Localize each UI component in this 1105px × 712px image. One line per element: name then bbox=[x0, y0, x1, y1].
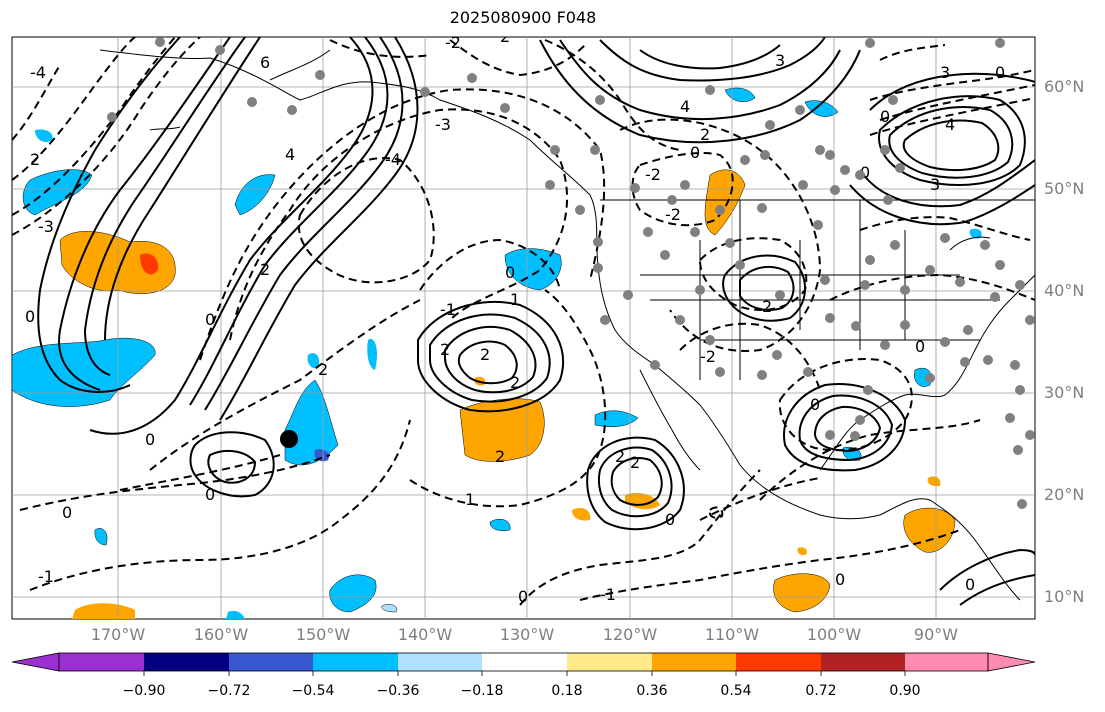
contour-label: 0 bbox=[995, 63, 1005, 82]
graticule bbox=[12, 37, 1035, 619]
contour-label: 4 bbox=[680, 97, 690, 116]
contour-label: 0 bbox=[518, 587, 528, 606]
storm-center-marker bbox=[280, 430, 298, 448]
colorbar bbox=[11, 652, 1036, 676]
map-frame bbox=[11, 36, 1036, 620]
lon-label: 140°W bbox=[397, 625, 453, 644]
contour-label: 1 bbox=[510, 290, 520, 309]
shading-layer bbox=[12, 87, 982, 619]
lon-label: 120°W bbox=[602, 625, 658, 644]
lon-label: 90°W bbox=[913, 625, 959, 644]
contour-label: 2 bbox=[510, 373, 520, 392]
contour-label: 2 bbox=[480, 345, 490, 364]
contour-label: 6 bbox=[260, 53, 270, 72]
lat-label: 50°N bbox=[1044, 179, 1085, 198]
contour-label: -2 bbox=[665, 205, 681, 224]
contour-label: -3 bbox=[435, 115, 451, 134]
lat-label: 10°N bbox=[1044, 587, 1085, 606]
contour-label: 0 bbox=[25, 307, 35, 326]
contour-label: 0 bbox=[205, 485, 215, 504]
contour-label: 0 bbox=[62, 503, 72, 522]
lon-label: 130°W bbox=[499, 625, 555, 644]
contour-label: 3 bbox=[930, 175, 940, 194]
contour-label: 1 bbox=[465, 490, 475, 509]
contour-label: 0 bbox=[145, 430, 155, 449]
colorbar-tick-label: 0.90 bbox=[889, 683, 921, 699]
colorbar-tick-label: 0.36 bbox=[636, 683, 668, 699]
contour-label: -2 bbox=[445, 33, 461, 52]
contour-label: 0 bbox=[880, 107, 890, 126]
contour-label: -1 bbox=[440, 300, 456, 319]
lon-label: 100°W bbox=[806, 625, 862, 644]
contour-label: 2 bbox=[615, 447, 625, 466]
contour-label: 2 bbox=[30, 150, 40, 169]
contour-label: 2 bbox=[440, 340, 450, 359]
contour-label: 2 bbox=[762, 297, 772, 316]
lon-label: 110°W bbox=[704, 625, 760, 644]
contour-label: 4 bbox=[285, 145, 295, 164]
contour-label: -3 bbox=[38, 217, 54, 236]
lat-label: 30°N bbox=[1044, 383, 1085, 402]
lat-label: 60°N bbox=[1044, 77, 1085, 96]
lon-label: 170°W bbox=[90, 625, 146, 644]
contour-label: 3 bbox=[775, 51, 785, 70]
contour-label: -1 bbox=[600, 585, 616, 604]
contour-label: -2 bbox=[700, 347, 716, 366]
contour-label: 0 bbox=[860, 163, 870, 182]
contour-label: 0 bbox=[810, 395, 820, 414]
contour-label: -1 bbox=[38, 567, 54, 586]
contour-label: 0 bbox=[505, 263, 515, 282]
colorbar-tick-label: 0.18 bbox=[551, 683, 583, 699]
lat-label: 40°N bbox=[1044, 281, 1085, 300]
contour-label: 0 bbox=[915, 337, 925, 356]
colorbar-tick-label: −0.36 bbox=[376, 683, 420, 699]
contour-label: 2 bbox=[318, 360, 328, 379]
contour-label: 2 bbox=[495, 447, 505, 466]
contour-label: 2 bbox=[260, 260, 270, 279]
contour-label: 0 bbox=[205, 310, 215, 329]
contour-label: 2 bbox=[500, 27, 510, 46]
contour-label: 3 bbox=[940, 63, 950, 82]
contour-label: 0 bbox=[835, 570, 845, 589]
contour-label: 2 bbox=[700, 125, 710, 144]
colorbar-upper-extend bbox=[987, 652, 1036, 672]
colorbar-tick-label: −0.90 bbox=[122, 683, 166, 699]
contour-label: -2 bbox=[645, 165, 661, 184]
lat-label: 20°N bbox=[1044, 485, 1085, 504]
colorbar-lower-extend bbox=[11, 652, 60, 672]
map-title: 2025080900 F048 bbox=[449, 8, 597, 27]
contour-label: 2 bbox=[630, 453, 640, 472]
colorbar-tick-label: −0.72 bbox=[207, 683, 251, 699]
contour-label: -4 bbox=[30, 63, 46, 82]
contour-label: 0 bbox=[690, 143, 700, 162]
contour-label: 0 bbox=[965, 575, 975, 594]
contour-label: 4 bbox=[945, 115, 955, 134]
positive-contours bbox=[37, 37, 1035, 606]
contour-label: -4 bbox=[385, 150, 401, 169]
contour-labels: -4 -3 2 0 0 -1 6 0 2 4 2 0 0 -3 -4 -1 0 … bbox=[25, 27, 1005, 606]
lon-label: 150°W bbox=[295, 625, 351, 644]
colorbar-tick-label: 0.54 bbox=[720, 683, 752, 699]
station-markers bbox=[107, 37, 1035, 509]
colorbar-tick-label: −0.18 bbox=[460, 683, 504, 699]
lon-label: 160°W bbox=[193, 625, 249, 644]
colorbar-tick-label: −0.54 bbox=[291, 683, 335, 699]
colorbar-tick-label: 0.72 bbox=[805, 683, 837, 699]
contour-label: 0 bbox=[665, 510, 675, 529]
